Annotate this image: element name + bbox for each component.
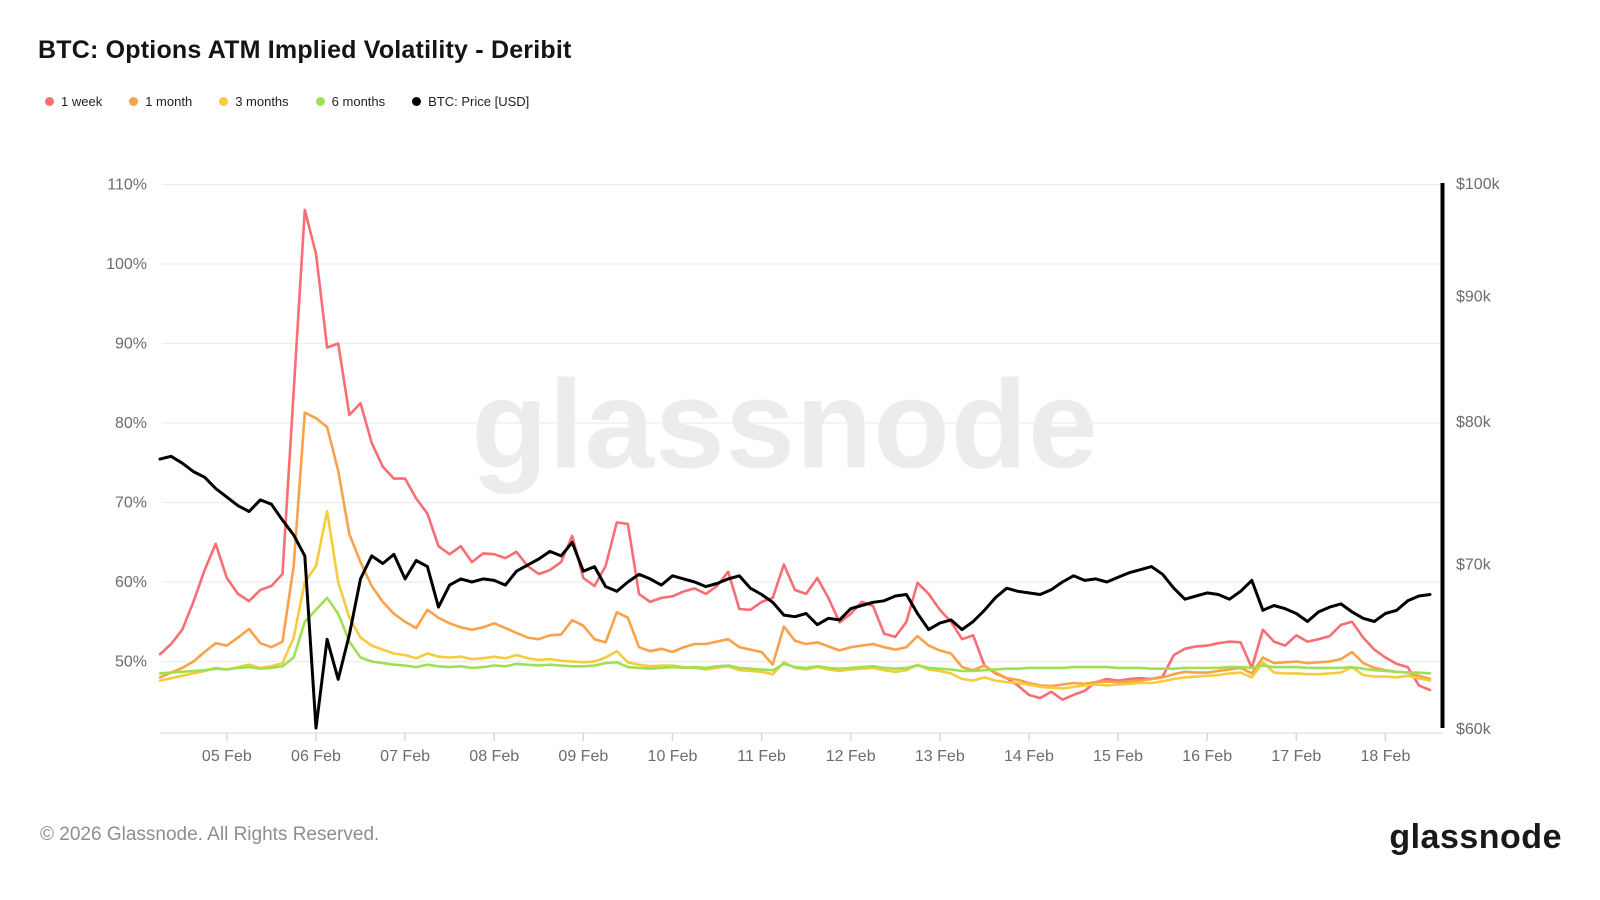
legend-label: 6 months: [331, 94, 386, 109]
x-axis-label: 12 Feb: [826, 748, 876, 765]
y-axis-right-label: $100k: [1456, 176, 1501, 193]
legend-item-3-months[interactable]: 3 months: [219, 94, 289, 109]
legend-item-btc-price[interactable]: BTC: Price [USD]: [412, 94, 529, 109]
x-axis-label: 05 Feb: [202, 748, 252, 765]
x-axis-label: 06 Feb: [291, 748, 341, 765]
legend-label: 1 week: [61, 94, 103, 109]
legend-label: 1 month: [145, 94, 193, 109]
x-axis-label: 15 Feb: [1093, 748, 1143, 765]
legend-dot-icon: [129, 97, 139, 106]
glassnode-watermark: glassnode: [471, 355, 1099, 495]
y-axis-left-label: 80%: [115, 415, 147, 432]
x-axis-label: 13 Feb: [915, 748, 965, 765]
x-axis-label: 07 Feb: [380, 748, 430, 765]
chart-plot[interactable]: 110% 100% 90% 80% 70% 60% 50% 05 Feb 06 Feb 07 Fe…: [0, 0, 1600, 780]
legend-dot-icon: [412, 97, 422, 106]
legend-item-1-week[interactable]: 1 week: [45, 94, 102, 109]
y-axis-left-label: 90%: [115, 336, 147, 353]
legend-label: BTC: Price [USD]: [428, 94, 530, 109]
x-axis-label: 09 Feb: [558, 748, 608, 765]
series-line-1-month[interactable]: [158, 411, 1432, 688]
x-axis-label: 18 Feb: [1361, 748, 1411, 765]
legend-dot-icon: [315, 97, 325, 106]
y-axis-left-label: 60%: [115, 574, 147, 591]
footer-copyright: © 2026 Glassnode. All Rights Reserved.: [40, 824, 380, 845]
series-line-btc-price-usd[interactable]: [158, 454, 1432, 730]
x-axis-label: 11 Feb: [737, 748, 786, 765]
x-axis-label: 17 Feb: [1271, 748, 1321, 765]
y-axis-right-label: $70k: [1456, 557, 1492, 574]
chart-title: BTC: Options ATM Implied Volatility - De…: [38, 36, 572, 64]
x-axis-label: 14 Feb: [1004, 748, 1054, 765]
x-axis-label: 10 Feb: [648, 748, 698, 765]
legend-item-6-months[interactable]: 6 months: [315, 94, 386, 109]
x-axis-label: 16 Feb: [1182, 748, 1232, 765]
legend-label: 3 months: [235, 94, 289, 109]
y-axis-left-label: 100%: [106, 256, 147, 273]
y-axis-right-label: $80k: [1456, 414, 1492, 431]
legend-item-1-month[interactable]: 1 month: [129, 94, 192, 109]
series-line-1-week[interactable]: [158, 208, 1432, 702]
legend: 1 week 1 month 3 months 6 months BTC: Pr…: [45, 94, 529, 109]
legend-dot-icon: [219, 97, 229, 106]
y-axis-left-label: 110%: [107, 177, 147, 194]
x-axis-label: 08 Feb: [469, 748, 519, 765]
glassnode-logo: glassnode: [1389, 818, 1562, 856]
legend-dot-icon: [45, 97, 54, 106]
y-axis-right-label: $90k: [1456, 288, 1492, 305]
y-axis-right-label: $60k: [1456, 721, 1492, 738]
y-axis-left-label: 50%: [115, 654, 147, 671]
series-line-6-months[interactable]: [158, 596, 1432, 675]
y-axis-left-label: 70%: [115, 495, 147, 512]
